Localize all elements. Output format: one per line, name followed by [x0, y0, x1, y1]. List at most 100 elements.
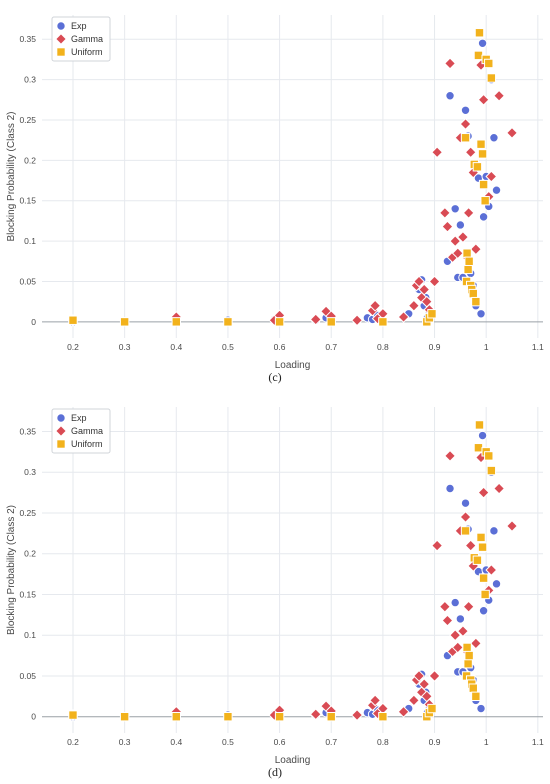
- point-uniform: [474, 420, 485, 430]
- y-tick-label: 0.25: [19, 115, 36, 125]
- point-gamma: [456, 625, 469, 638]
- chart-c: 0.2 0.3 0.4 0.5 0.6 0.7 0.8 0.9 1 1.1 0 0.05 0.1 0.15…: [6, 15, 544, 371]
- point-exp: [460, 498, 471, 508]
- point-uniform: [474, 28, 485, 38]
- point-gamma: [413, 669, 425, 682]
- y-tick-label: 0: [31, 317, 36, 327]
- point-gamma: [449, 629, 462, 642]
- point-uniform: [171, 317, 181, 327]
- point-exp: [445, 483, 455, 494]
- point-uniform: [68, 315, 78, 325]
- x-tick-label: 1: [484, 737, 489, 747]
- y-tick-label: 0.35: [19, 426, 36, 436]
- caption-c: (c): [268, 370, 281, 384]
- legend-label-exp: Exp: [71, 413, 87, 423]
- y-tick-label: 0.05: [19, 276, 36, 286]
- point-gamma: [428, 669, 441, 682]
- legend: Exp Gamma Uniform: [51, 16, 111, 62]
- point-uniform: [464, 650, 474, 661]
- point-uniform: [274, 317, 285, 327]
- point-exp: [455, 614, 466, 624]
- x-tick-label: 0.3: [119, 342, 131, 352]
- point-exp: [491, 185, 502, 195]
- point-gamma: [418, 678, 431, 691]
- point-gamma: [413, 275, 425, 288]
- point-uniform: [476, 139, 486, 149]
- point-uniform: [223, 712, 233, 722]
- point-gamma: [407, 299, 420, 312]
- point-exp: [476, 703, 486, 714]
- point-gamma: [444, 57, 456, 70]
- point-uniform: [463, 659, 473, 669]
- point-gamma: [469, 243, 482, 256]
- point-exp: [455, 220, 466, 230]
- legend-label-gamma: Gamma: [71, 426, 103, 436]
- point-uniform: [471, 691, 481, 702]
- point-gamma: [477, 93, 490, 106]
- point-uniform: [464, 256, 474, 266]
- x-tick-label: 1.1: [532, 342, 544, 352]
- point-exp: [478, 212, 489, 222]
- point-gamma: [459, 511, 472, 523]
- point-uniform: [478, 179, 489, 190]
- point-uniform: [119, 317, 130, 327]
- legend-marker-uniform: [56, 439, 66, 449]
- x-tick-label: 0.7: [325, 342, 337, 352]
- point-gamma: [444, 449, 456, 462]
- x-tick-label: 0.9: [429, 342, 441, 352]
- point-gamma: [369, 299, 382, 312]
- y-tick-label: 0.3: [24, 75, 36, 85]
- point-uniform: [473, 443, 484, 453]
- point-gamma: [351, 314, 364, 327]
- point-uniform: [484, 451, 494, 461]
- point-uniform: [471, 296, 481, 307]
- point-gamma: [438, 206, 451, 219]
- y-axis-label: Blocking Probability (Class 2): [6, 505, 17, 635]
- legend-marker-exp: [56, 413, 66, 423]
- x-tick-label: 0.3: [119, 737, 131, 747]
- point-gamma: [418, 283, 431, 296]
- point-uniform: [463, 264, 473, 275]
- legend-label-uniform: Uniform: [71, 439, 103, 449]
- point-exp: [489, 133, 499, 143]
- point-gamma: [493, 89, 506, 102]
- point-gamma: [397, 311, 410, 323]
- x-tick-label: 1.1: [532, 737, 544, 747]
- point-gamma: [464, 539, 477, 552]
- point-uniform: [460, 526, 471, 536]
- point-uniform: [378, 317, 388, 327]
- legend-marker-gamma: [55, 425, 67, 437]
- y-tick-label: 0.2: [24, 549, 36, 559]
- point-uniform: [326, 712, 336, 722]
- point-gamma: [451, 247, 464, 260]
- point-uniform: [223, 317, 233, 327]
- point-exp: [477, 38, 488, 48]
- point-gamma: [441, 614, 454, 627]
- caption-d: (d): [268, 765, 282, 779]
- point-uniform: [460, 133, 471, 143]
- point-uniform: [480, 196, 490, 206]
- point-gamma: [459, 118, 472, 130]
- point-gamma: [464, 146, 477, 159]
- point-gamma: [407, 694, 420, 707]
- x-tick-label: 0.6: [274, 737, 286, 747]
- point-gamma: [397, 705, 410, 718]
- point-uniform: [274, 712, 285, 722]
- x-tick-label: 0.8: [377, 737, 389, 747]
- point-gamma: [309, 708, 322, 721]
- point-uniform: [484, 58, 494, 69]
- point-uniform: [486, 73, 497, 83]
- y-tick-label: 0.05: [19, 671, 36, 681]
- point-exp: [450, 597, 460, 608]
- point-gamma: [441, 220, 454, 233]
- point-uniform: [476, 532, 486, 543]
- point-uniform: [462, 248, 472, 258]
- point-exp: [460, 105, 471, 115]
- point-exp: [489, 526, 499, 536]
- point-gamma: [462, 600, 475, 613]
- point-gamma: [451, 641, 464, 654]
- x-tick-label: 0.2: [67, 737, 79, 747]
- point-gamma: [369, 694, 382, 707]
- point-gamma: [485, 564, 498, 576]
